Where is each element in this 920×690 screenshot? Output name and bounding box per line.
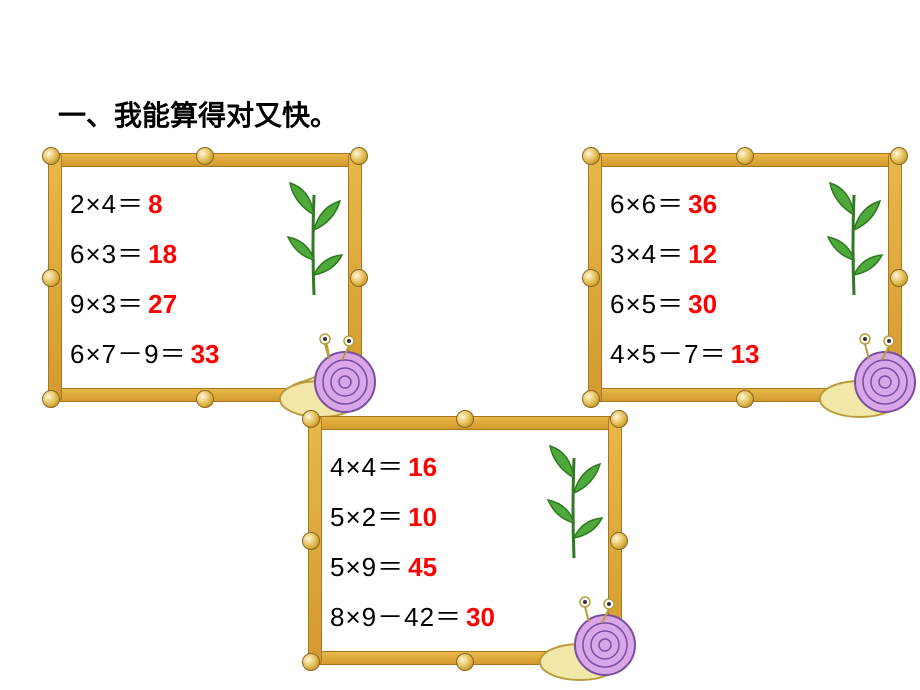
problem-row: 6×3＝18 (70, 234, 340, 271)
answer: 27 (148, 289, 177, 319)
expression: 5×9＝ (330, 552, 404, 582)
problem-row: 4×4＝16 (330, 447, 600, 484)
answer: 30 (688, 289, 717, 319)
expression: 5×2＝ (330, 502, 404, 532)
expression: 3×4＝ (610, 239, 684, 269)
expression: 6×6＝ (610, 189, 684, 219)
expression: 6×3＝ (70, 239, 144, 269)
answer: 8 (148, 189, 162, 219)
answer: 30 (466, 602, 495, 632)
problem-row: 5×9＝45 (330, 547, 600, 584)
answer: 36 (688, 189, 717, 219)
page-title: 一、我能算得对又快。 (58, 94, 338, 134)
answer: 13 (731, 339, 760, 369)
problem-card: 4×4＝16 5×2＝10 5×9＝45 8×9－42＝30 (300, 408, 630, 673)
expression: 6×7－9＝ (70, 339, 187, 369)
problem-row: 6×7－9＝33 (70, 334, 340, 371)
answer: 45 (408, 552, 437, 582)
problem-list: 4×4＝16 5×2＝10 5×9＝45 8×9－42＝30 (330, 440, 600, 641)
problem-row: 6×5＝30 (610, 284, 880, 321)
answer: 12 (688, 239, 717, 269)
problem-list: 2×4＝8 6×3＝18 9×3＝27 6×7－9＝33 (70, 177, 340, 378)
expression: 8×9－42＝ (330, 602, 462, 632)
answer: 10 (408, 502, 437, 532)
problem-list: 6×6＝36 3×4＝12 6×5＝30 4×5－7＝13 (610, 177, 880, 378)
answer: 18 (148, 239, 177, 269)
answer: 33 (191, 339, 220, 369)
problem-row: 3×4＝12 (610, 234, 880, 271)
expression: 9×3＝ (70, 289, 144, 319)
problem-row: 4×5－7＝13 (610, 334, 880, 371)
expression: 6×5＝ (610, 289, 684, 319)
expression: 4×5－7＝ (610, 339, 727, 369)
problem-row: 6×6＝36 (610, 184, 880, 221)
problem-row: 5×2＝10 (330, 497, 600, 534)
problem-card: 2×4＝8 6×3＝18 9×3＝27 6×7－9＝33 (40, 145, 370, 410)
answer: 16 (408, 452, 437, 482)
expression: 2×4＝ (70, 189, 144, 219)
problem-row: 8×9－42＝30 (330, 597, 600, 634)
problem-row: 2×4＝8 (70, 184, 340, 221)
problem-card: 6×6＝36 3×4＝12 6×5＝30 4×5－7＝13 (580, 145, 910, 410)
expression: 4×4＝ (330, 452, 404, 482)
problem-row: 9×3＝27 (70, 284, 340, 321)
